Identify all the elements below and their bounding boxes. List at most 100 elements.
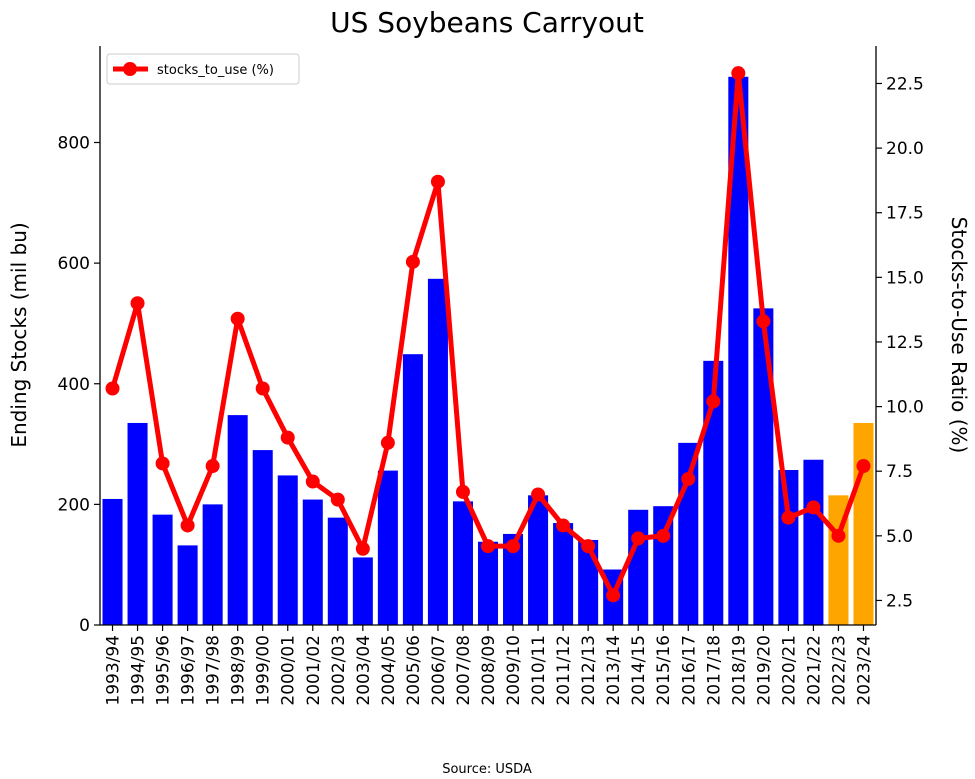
y2-tick-label: 2.5 — [886, 591, 913, 611]
x-tick-label: 2022/23 — [829, 635, 849, 706]
bar-1995-96 — [152, 514, 173, 625]
x-tick-label: 2003/04 — [354, 635, 374, 706]
ratio-point-2005-06 — [405, 254, 420, 269]
bar-2018-19 — [728, 76, 749, 625]
y-tick-label: 600 — [58, 254, 90, 274]
ratio-point-2001-02 — [305, 474, 320, 489]
y2-tick-label: 7.5 — [886, 462, 913, 482]
x-tick-label: 2021/22 — [804, 635, 824, 706]
ratio-point-1993-94 — [105, 381, 120, 396]
ratio-point-1999-00 — [255, 381, 270, 396]
bar-2023-24 — [853, 422, 874, 625]
bar-2019-20 — [753, 308, 774, 625]
x-tick-label: 2000/01 — [279, 635, 299, 706]
y2-tick-label: 10.0 — [886, 398, 924, 418]
x-tick-label: 2016/17 — [679, 635, 699, 706]
source-note: Source: USDA — [442, 762, 532, 777]
bar-2001-02 — [302, 499, 323, 625]
x-tick-label: 1997/98 — [204, 635, 224, 706]
ratio-point-2018-19 — [731, 66, 746, 81]
ratio-point-2004-05 — [380, 435, 395, 450]
x-tick-label: 2007/08 — [454, 635, 474, 706]
ratio-point-2002-03 — [330, 492, 345, 507]
ratio-line — [110, 70, 866, 598]
chart-title: US Soybeans Carryout — [330, 6, 644, 39]
ratio-point-2013-14 — [606, 588, 621, 603]
ratio-point-2003-04 — [355, 541, 370, 556]
x-tick-label: 2004/05 — [379, 635, 399, 706]
x-tick-label: 2008/09 — [479, 635, 499, 706]
x-tick-label: 2010/11 — [529, 635, 549, 706]
ratio-point-1996-97 — [180, 518, 195, 533]
y2-tick-label: 20.0 — [886, 139, 924, 159]
legend-label: stocks_to_use (%) — [157, 63, 274, 78]
bar-1994-95 — [127, 422, 148, 625]
x-tick-label: 2009/10 — [504, 635, 524, 706]
ratio-point-2014-15 — [631, 531, 646, 546]
ratio-point-2010-11 — [531, 487, 546, 502]
x-ticks: 1993/94 1994/95 1995/96 1996/97 1997/98 1998/… — [104, 625, 874, 706]
ratio-point-2023-24 — [856, 459, 871, 474]
x-tick-label: 1996/97 — [179, 635, 199, 706]
y-tick-label: 800 — [58, 134, 90, 154]
ratio-point-2019-20 — [756, 314, 771, 329]
bar-2014-15 — [628, 509, 649, 625]
ratio-point-2015-16 — [656, 528, 671, 543]
x-tick-label: 2011/12 — [554, 635, 574, 706]
bar-2008-09 — [477, 541, 499, 625]
x-tick-label: 2006/07 — [429, 635, 449, 706]
y2-tick-label: 15.0 — [886, 268, 924, 288]
bar-2009-10 — [503, 533, 524, 625]
bar-2005-06 — [402, 354, 423, 625]
ratio-point-1995-96 — [155, 456, 170, 471]
x-tick-label: 2019/20 — [754, 635, 774, 706]
x-tick-label: 2001/02 — [304, 635, 324, 706]
ratio-point-2021-22 — [806, 500, 821, 515]
bar-1997-98 — [202, 504, 223, 625]
y-tick-label: 0 — [79, 616, 90, 636]
ratio-point-2012-13 — [581, 539, 596, 554]
y2-tick-label: 22.5 — [886, 74, 924, 94]
bar-2020-21 — [778, 469, 799, 625]
x-tick-label: 2018/19 — [729, 635, 749, 706]
ratio-point-2011-12 — [556, 518, 571, 533]
ratio-point-2007-08 — [455, 484, 470, 499]
x-tick-label: 2013/14 — [604, 635, 624, 706]
ratio-point-2008-09 — [481, 539, 495, 554]
x-tick-label: 2014/15 — [629, 635, 649, 706]
ratio-point-1998-99 — [230, 311, 245, 326]
bar-2010-11 — [528, 495, 549, 625]
x-tick-label: 2020/21 — [779, 635, 799, 706]
y2-tick-label: 12.5 — [886, 333, 924, 353]
y-tick-label: 400 — [58, 375, 90, 395]
bar-2003-04 — [352, 557, 373, 625]
bar-1996-97 — [177, 545, 198, 625]
ratio-point-1997-98 — [205, 459, 220, 474]
x-tick-label: 2017/18 — [704, 635, 724, 706]
x-tick-label: 2015/16 — [654, 635, 674, 706]
bar-1998-99 — [227, 415, 248, 625]
ratio-point-1994-95 — [130, 296, 145, 311]
bar-2011-12 — [553, 523, 574, 625]
x-tick-label: 2023/24 — [854, 635, 874, 706]
bar-2016-17 — [678, 442, 699, 625]
bar-2002-03 — [327, 517, 348, 625]
legend-marker-swatch — [123, 62, 137, 76]
legend-box — [106, 53, 300, 85]
bar-1993-94 — [102, 498, 123, 625]
ratio-point-2022-23 — [831, 528, 846, 543]
y2-tick-label: 5.0 — [886, 527, 913, 547]
ratio-point-2016-17 — [681, 471, 696, 486]
x-tick-label: 1993/94 — [104, 635, 124, 706]
bar-2017-18 — [703, 360, 724, 625]
bar-2000-01 — [277, 475, 298, 625]
ratio-point-2017-18 — [706, 394, 721, 409]
bar-2006-07 — [427, 278, 448, 625]
bar-2007-08 — [452, 501, 473, 625]
bar-2021-22 — [803, 459, 824, 625]
right-axis-title: Stocks-to-Use Ratio (%) — [947, 217, 971, 454]
x-tick-label: 1999/00 — [254, 635, 274, 706]
ratio-point-2009-10 — [506, 539, 521, 554]
ratio-point-2020-21 — [781, 510, 796, 525]
